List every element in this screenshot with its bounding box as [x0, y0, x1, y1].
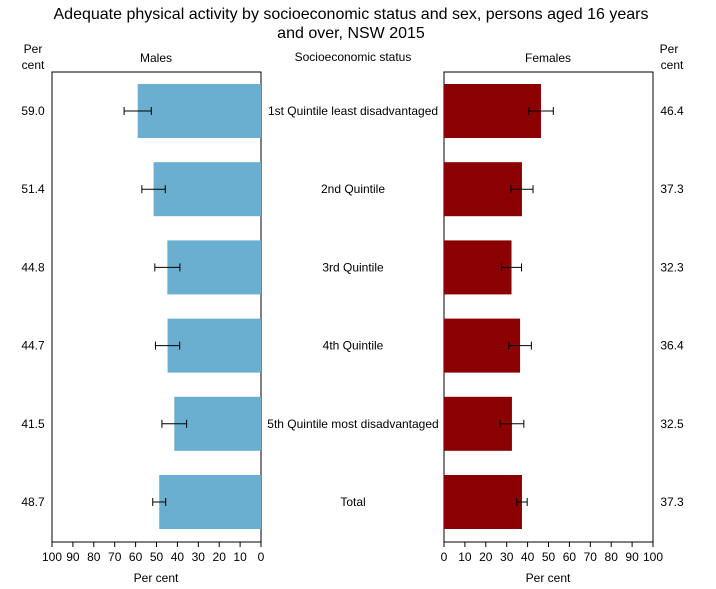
male-x-tick-label: 90: [66, 550, 80, 564]
male-x-tick-label: 0: [258, 550, 265, 564]
male-value-label: 44.7: [21, 339, 45, 353]
female-bar: [444, 162, 522, 217]
female-bar: [444, 475, 522, 529]
male-x-tick-label: 40: [171, 550, 185, 564]
male-value-label: 41.5: [21, 417, 45, 431]
male-error-bar: [152, 498, 167, 506]
female-x-tick-label: 70: [584, 550, 598, 564]
female-error-bar: [510, 185, 534, 194]
category-header: Socioeconomic status: [295, 50, 412, 64]
female-bar: [444, 84, 541, 138]
male-x-tick-label: 80: [87, 550, 101, 564]
female-value-label: 37.3: [660, 182, 684, 196]
male-x-tick-label: 30: [192, 550, 206, 564]
male-error-bar: [154, 341, 181, 350]
female-x-tick-label: 40: [521, 550, 535, 564]
bars-layer: [123, 84, 554, 529]
male-bar: [167, 318, 261, 373]
female-value-label: 36.4: [660, 339, 684, 353]
males-plot-frame: [51, 71, 262, 543]
female-error-bar: [528, 107, 554, 115]
female-value-label: 46.4: [660, 104, 684, 118]
male-x-tick-label: 60: [129, 550, 143, 564]
female-x-tick-label: 0: [441, 550, 448, 564]
male-value-label: 51.4: [21, 182, 45, 196]
female-error-bar: [516, 498, 528, 506]
female-value-label: 32.3: [660, 260, 684, 274]
male-x-tick-label: 50: [150, 550, 164, 564]
males-panel-header: Males: [140, 51, 172, 65]
category-label: 5th Quintile most disadvantaged: [267, 417, 438, 431]
category-label: 2nd Quintile: [321, 182, 385, 196]
female-x-tick-label: 60: [563, 550, 577, 564]
male-x-tick-label: 70: [108, 550, 122, 564]
female-x-tick-label: 100: [643, 550, 663, 564]
male-value-label: 48.7: [21, 495, 45, 509]
females-plot-frame: [443, 71, 654, 543]
female-x-tick-label: 80: [605, 550, 619, 564]
females-panel-header: Females: [525, 51, 571, 65]
left-value-header-line-2: cent: [22, 58, 45, 72]
female-value-label: 37.3: [660, 495, 684, 509]
axes-layer: 0 0 10 10 20 20 30 30 40 40 50 50 60 60 70 70 80 80 90 90 10…: [42, 542, 663, 564]
male-value-label: 44.8: [21, 260, 45, 274]
female-error-bar: [508, 341, 532, 350]
category-label: Total: [340, 495, 365, 509]
male-x-tick-label: 20: [213, 550, 227, 564]
male-x-tick-label: 100: [42, 550, 62, 564]
male-error-bar: [141, 185, 166, 194]
female-x-tick-label: 10: [458, 550, 472, 564]
category-label: 4th Quintile: [323, 339, 384, 353]
chart-title-line-2: and over, NSW 2015: [277, 25, 425, 42]
male-error-bar: [123, 107, 152, 115]
right-value-header-line-1: Per: [660, 42, 679, 56]
female-x-tick-label: 50: [542, 550, 556, 564]
males-x-axis-label: Per cent: [134, 571, 179, 585]
left-value-header-line-1: Per: [24, 42, 43, 56]
male-error-bar: [154, 263, 181, 272]
category-label: 1st Quintile least disadvantaged: [268, 104, 438, 118]
male-bar: [137, 84, 261, 138]
category-label: 3rd Quintile: [322, 260, 384, 274]
female-error-bar: [499, 419, 525, 428]
male-x-tick-label: 10: [233, 550, 247, 564]
female-x-tick-label: 30: [500, 550, 514, 564]
male-bar: [159, 475, 261, 529]
female-value-label: 32.5: [660, 417, 684, 431]
male-bar: [167, 240, 261, 295]
female-error-bar: [500, 263, 523, 272]
male-error-bar: [161, 419, 188, 428]
male-bar: [153, 162, 261, 217]
chart-title-line-1: Adequate physical activity by socioecono…: [54, 6, 649, 23]
female-bar: [444, 240, 512, 295]
male-value-label: 59.0: [21, 104, 45, 118]
female-x-tick-label: 90: [625, 550, 639, 564]
male-bar: [174, 396, 261, 451]
female-bar: [444, 318, 521, 373]
right-value-header-line-2: cent: [661, 58, 684, 72]
females-x-axis-label: Per cent: [526, 571, 571, 585]
female-x-tick-label: 20: [479, 550, 493, 564]
labels-layer: 1st Quintile least disadvantaged 59.0 46.4…: [21, 104, 684, 509]
